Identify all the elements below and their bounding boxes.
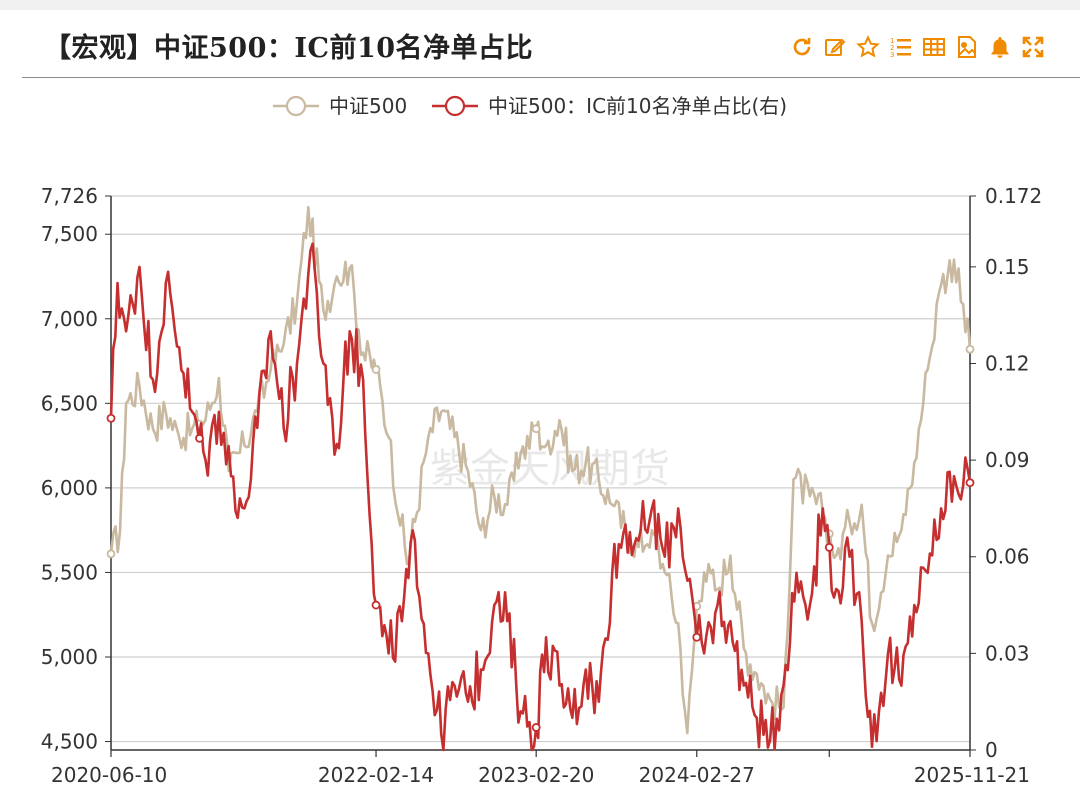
right-axis-tick-label: 0.06	[985, 545, 1030, 569]
series-point	[965, 344, 975, 354]
right-axis-tick-label: 0.03	[985, 641, 1030, 665]
series-point	[371, 365, 381, 374]
left-axis-tick-label: 6,500	[41, 391, 98, 415]
edit-icon[interactable]	[822, 34, 848, 60]
series-point	[531, 723, 541, 732]
right-axis-tick-label: 0.12	[985, 351, 1030, 375]
right-axis-tick-label: 0.09	[985, 448, 1030, 472]
page-title: 【宏观】中证500：IC前10名净单占比	[44, 33, 534, 64]
right-axis-tick-label: 0.15	[985, 255, 1030, 279]
x-axis-tick-label: 2025-11-21	[914, 763, 1030, 787]
fullscreen-icon[interactable]	[1020, 34, 1046, 60]
image-icon[interactable]	[954, 34, 980, 60]
legend-label: 中证500	[329, 94, 407, 118]
series-point	[965, 478, 975, 488]
left-axis-tick-label: 6,000	[41, 476, 98, 500]
svg-text:1: 1	[890, 37, 894, 45]
x-axis-tick-label: 2023-02-20	[478, 763, 594, 787]
star-icon[interactable]	[855, 34, 881, 60]
series-point	[195, 433, 204, 443]
legend-marker	[285, 95, 307, 117]
series-point	[371, 600, 381, 610]
series-line-ic-net-ratio	[109, 242, 972, 752]
left-axis-tick-label: 5,500	[41, 560, 98, 584]
title-divider	[22, 77, 1080, 78]
x-axis-tick-label: 2022-02-14	[318, 763, 434, 787]
series-point	[106, 413, 116, 423]
left-axis-tick-label: 7,000	[41, 307, 98, 331]
left-axis-tick-label: 4,500	[41, 730, 98, 754]
legend-label: 中证500：IC前10名净单占比(右)	[488, 94, 787, 118]
series-point	[692, 632, 702, 642]
left-axis-tick-label: 7,500	[41, 222, 98, 246]
legend-marker	[444, 95, 466, 117]
series-point	[824, 542, 834, 552]
x-axis-tick-label: 2024-02-27	[639, 763, 755, 787]
svg-text:2: 2	[890, 44, 894, 52]
series-point	[106, 549, 116, 559]
left-axis-tick-label: 5,000	[41, 645, 98, 669]
left-axis-tick-label: 7,726	[41, 184, 98, 208]
series-point	[531, 424, 541, 434]
svg-text:3: 3	[890, 51, 894, 59]
right-axis-tick-label: 0	[985, 738, 998, 762]
refresh-icon[interactable]	[789, 34, 815, 60]
bell-icon[interactable]	[987, 34, 1013, 60]
right-axis-tick-label: 0.172	[985, 184, 1042, 208]
x-axis-tick-label: 2020-06-10	[51, 763, 167, 787]
table-icon[interactable]	[921, 34, 947, 60]
